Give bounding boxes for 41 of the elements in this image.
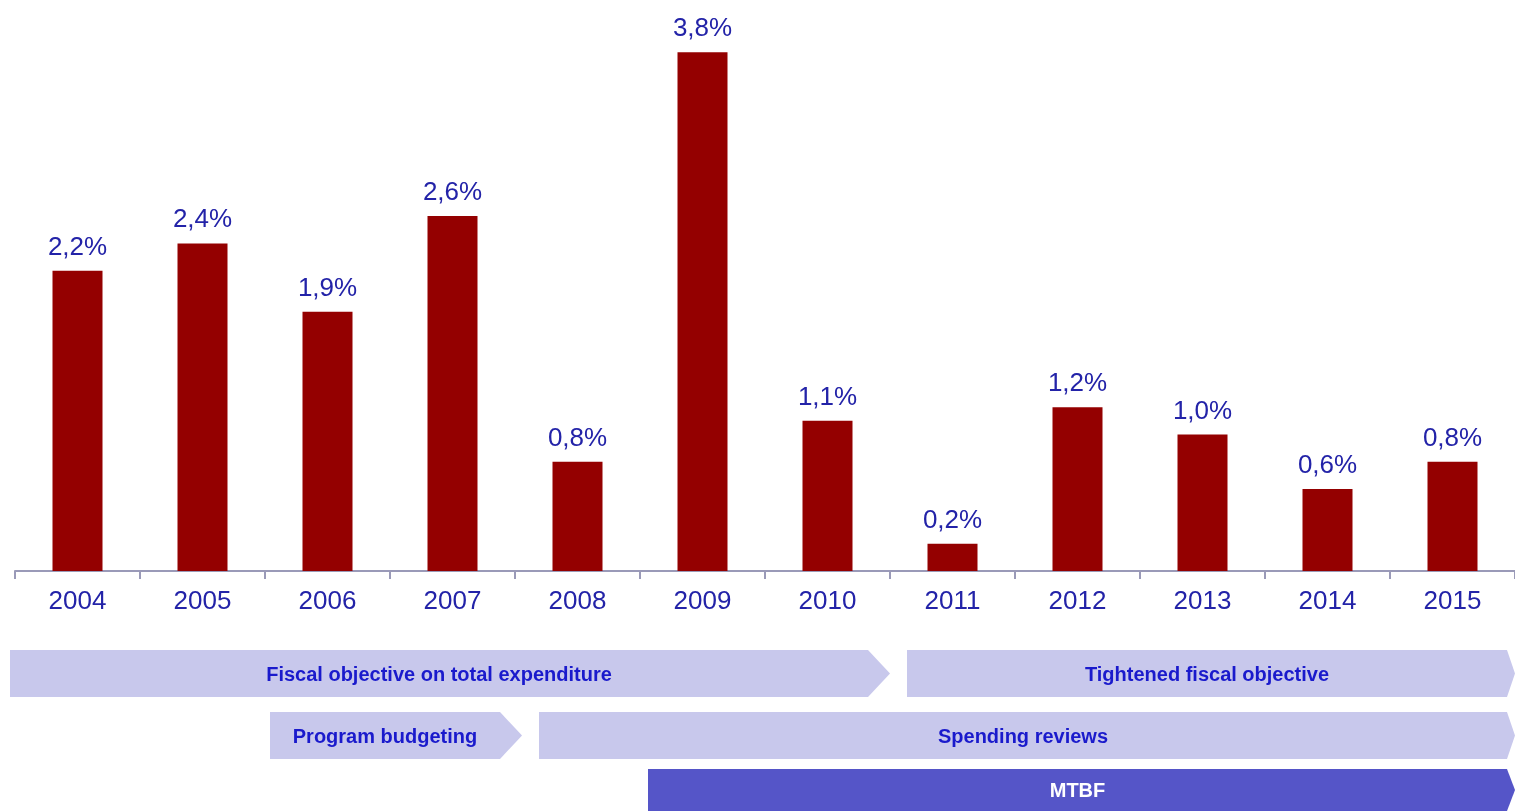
bar [1427,461,1478,571]
bar [802,420,853,571]
x-tick-label: 2008 [548,585,607,615]
x-tick-label: 2014 [1298,585,1357,615]
x-tick-label: 2010 [798,585,857,615]
data-label: 1,9% [297,271,358,302]
text: Tightened fiscal objective [1084,662,1330,685]
x-tick-label: 2007 [423,585,482,615]
x-tick-label: 2006 [298,585,357,615]
x-tick-label: 2015 [1423,585,1482,615]
x-tick-label: 2009 [673,585,732,615]
text: Fiscal objective on total expenditure [266,662,612,685]
data-label: 0,8% [1422,421,1483,452]
x-tick-label: 2005 [173,585,232,615]
bar [677,52,728,571]
data-label: 1,0% [1172,394,1233,425]
data-label: 2,6% [422,176,483,207]
bar [1052,407,1103,571]
bar [552,461,603,571]
data-label: 1,1% [797,380,858,411]
data-label: 2,4% [172,203,233,234]
data-label: 2,2% [47,230,108,261]
bar [177,243,228,571]
bar [1177,434,1228,571]
x-tick-label: 2011 [924,585,981,615]
text: MTBF [1049,779,1106,801]
x-tick-label: 2012 [1048,585,1107,615]
text: Spending reviews [937,724,1109,747]
bar [1302,489,1353,571]
data-label: 3,8% [672,12,733,43]
text: Program budgeting [292,724,478,747]
x-tick-label: 2004 [48,585,107,615]
x-tick-label: 2013 [1173,585,1232,615]
bar [302,311,353,571]
bar [427,216,478,571]
data-label: 1,2% [1047,367,1108,398]
bar [52,270,103,571]
data-label: 0,6% [1297,449,1358,480]
data-label: 0,2% [922,503,983,534]
data-label: 0,8% [547,421,608,452]
bar [927,543,978,571]
